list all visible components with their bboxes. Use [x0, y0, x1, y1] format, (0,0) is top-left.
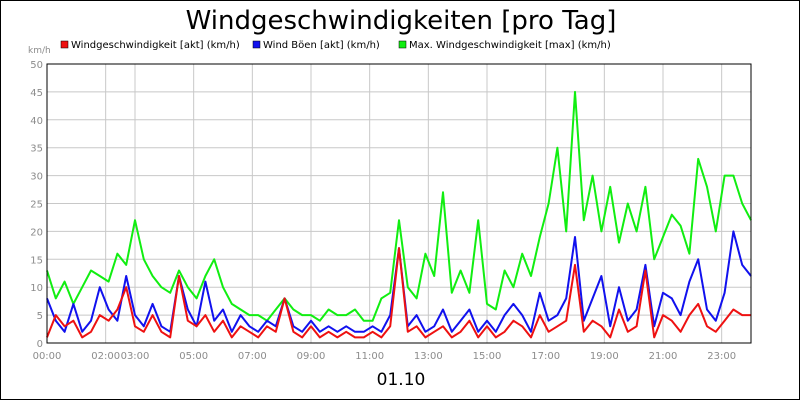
x-tick-label: 17:00: [531, 351, 560, 362]
y-tick-label: 20: [30, 227, 43, 238]
legend-swatch: [398, 40, 407, 49]
x-tick-label: 13:00: [414, 351, 443, 362]
plot-border: [46, 63, 752, 344]
x-tick-label: 07:00: [238, 351, 267, 362]
series-lines: [46, 90, 752, 339]
x-tick-label: 23:00: [707, 351, 736, 362]
legend-entry: Windgeschwindigkeit [akt] (km/h): [71, 40, 240, 51]
x-tick-label: 21:00: [649, 351, 678, 362]
x-tick-label: 09:00: [297, 351, 326, 362]
x-tick-label: 15:00: [473, 351, 502, 362]
y-tick-label: 50: [30, 60, 43, 71]
x-tick-label: 02:00: [91, 351, 120, 362]
y-tick-label: 25: [30, 200, 43, 211]
x-tick-label: 00:00: [33, 351, 62, 362]
x-tick-labels: 00:00 02:00 03:00 05:00 07:00 09:00 11:00 13:00…: [33, 351, 736, 362]
y-tick-labels: 0 5 10 15 20 25 30 35 40 45 50: [30, 60, 43, 350]
series-line-0: [46, 247, 751, 339]
y-axis-label: km/h: [28, 46, 51, 56]
y-tick-label: 30: [30, 172, 43, 183]
legend-entry: Max. Windgeschwindigkeit [max] (km/h): [409, 40, 611, 51]
x-tick-label: 11:00: [355, 351, 384, 362]
x-tick-label: 05:00: [179, 351, 208, 362]
y-tick-label: 10: [30, 283, 43, 294]
y-tick-label: 5: [37, 311, 43, 322]
legend-swatch: [252, 40, 261, 49]
y-tick-label: 45: [30, 88, 43, 99]
legend: Windgeschwindigkeit [akt] (km/h) Wind Böe…: [60, 40, 611, 51]
y-tick-label: 0: [37, 339, 43, 350]
y-tick-label: 40: [30, 116, 43, 127]
x-tick-label: 19:00: [590, 351, 619, 362]
x-axis-label: 01.10: [377, 370, 426, 390]
legend-swatch: [60, 40, 69, 49]
y-tick-label: 15: [30, 255, 43, 266]
y-tick-label: 35: [30, 144, 43, 155]
legend-entry: Wind Böen [akt] (km/h): [263, 40, 380, 51]
x-tick-label: 03:00: [121, 351, 150, 362]
series-line-2: [46, 90, 752, 322]
chart-title: Windgeschwindigkeiten [pro Tag]: [186, 6, 617, 36]
